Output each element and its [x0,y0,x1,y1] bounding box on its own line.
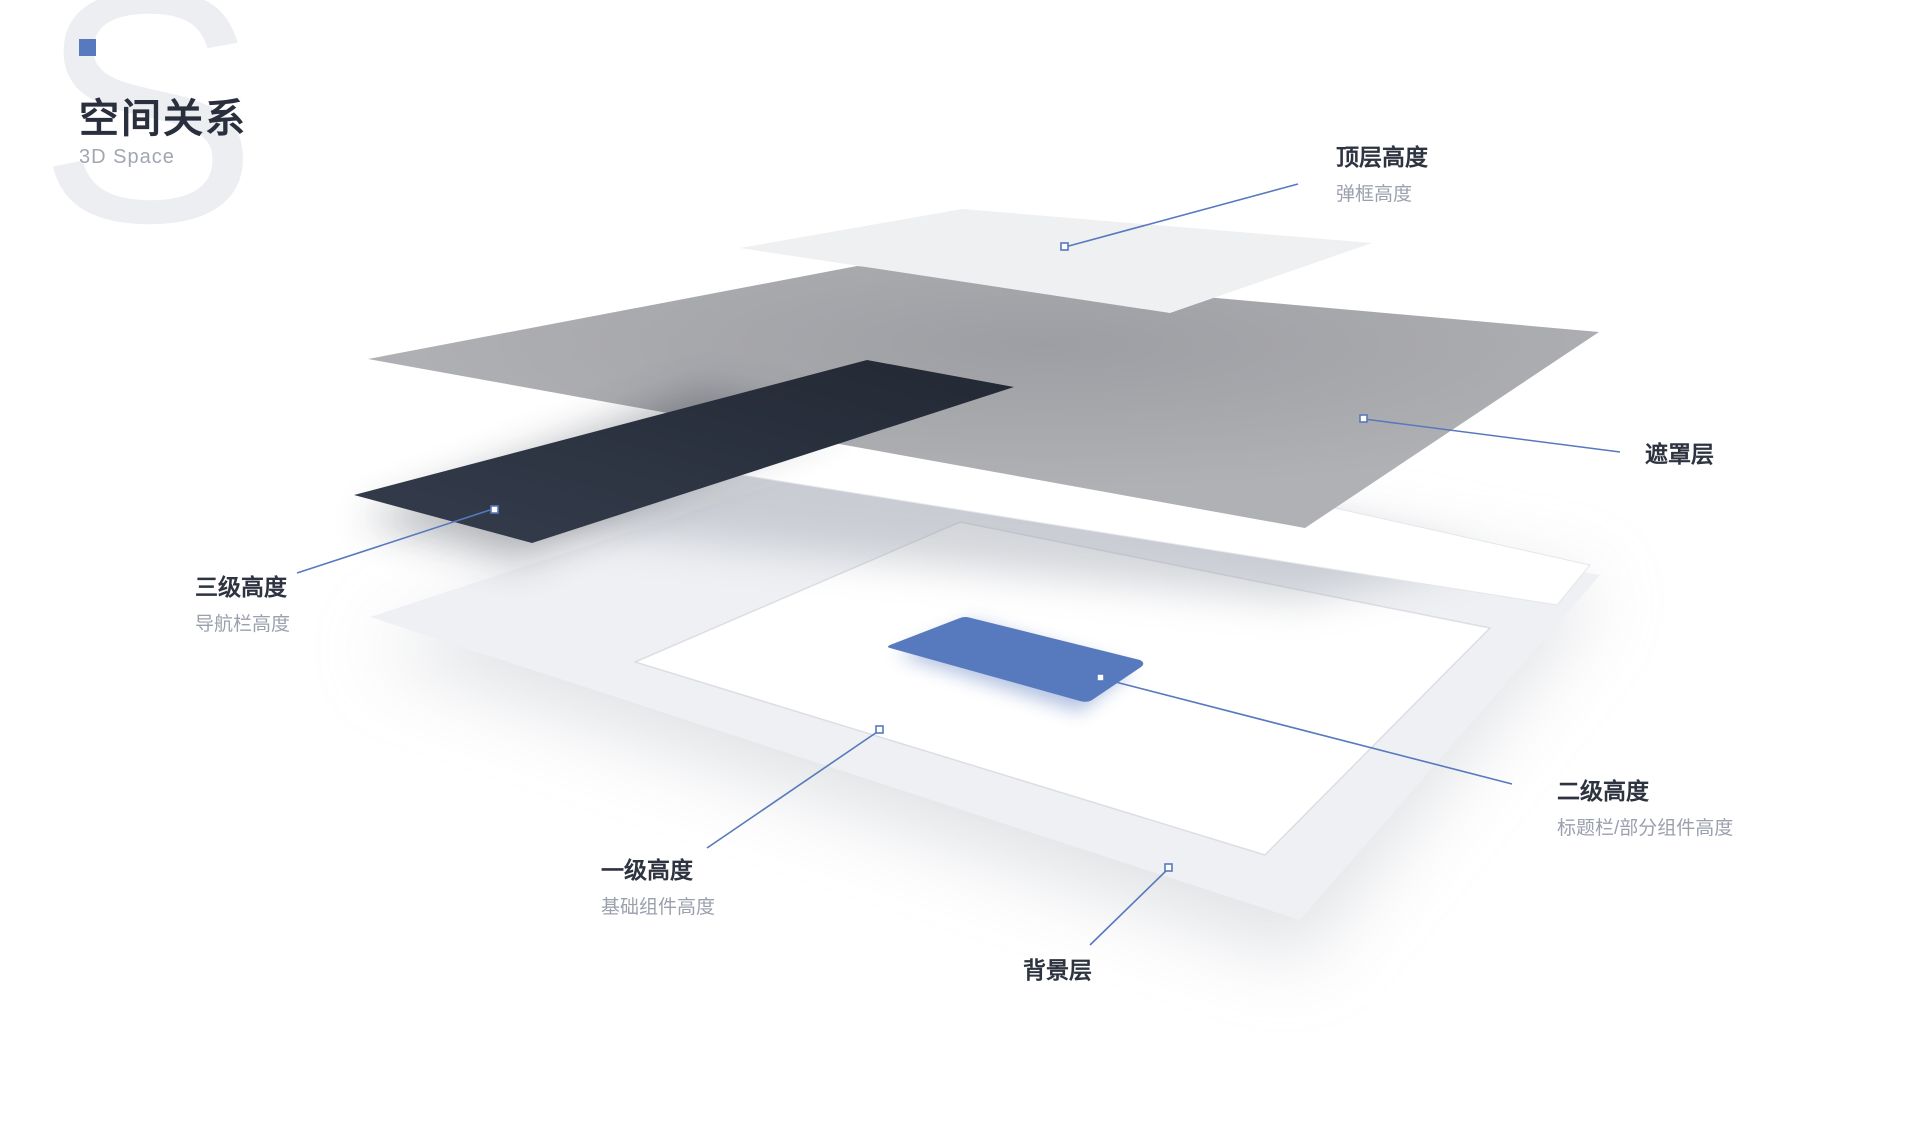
background-anchor [1164,863,1173,872]
label-second-level: 二级高度 标题栏/部分组件高度 [1557,778,1733,840]
label-top-layer: 顶层高度 弹框高度 [1336,144,1428,206]
anchor-points [490,242,1368,872]
label-mask-layer-title: 遮罩层 [1645,441,1714,467]
third-level-nav-layer [354,360,1014,560]
mask-layer-anchor [1359,414,1368,423]
second-level-card [888,617,1144,712]
label-third-level-title: 三级高度 [195,574,287,600]
label-background-layer-title: 背景层 [1023,957,1092,983]
label-mask-layer: 遮罩层 [1645,441,1714,469]
label-third-level-subtitle: 导航栏高度 [195,613,291,635]
page-subtitle: 3D Space [79,146,175,168]
second-level-anchor [1096,673,1105,682]
label-top-layer-title: 顶层高度 [1336,144,1428,170]
label-third-level: 三级高度 导航栏高度 [195,574,290,636]
top-layer [740,209,1372,313]
first-level-leader [706,729,881,849]
mask-layer-leader [1363,418,1621,453]
mask-layer [368,266,1599,528]
background-leader [1089,867,1170,946]
first-level-anchor [875,725,884,734]
label-first-level: 一级高度 基础组件高度 [601,857,715,919]
third-level-anchor [490,505,499,514]
third-level-leader [296,508,494,574]
top-layer-anchor [1060,242,1069,251]
page-title: 空间关系 [79,97,247,141]
header: S 空间关系 3D Space [0,0,320,272]
label-first-level-title: 一级高度 [601,857,693,883]
leader-lines [296,183,1621,946]
top-layer-leader [1064,183,1299,248]
label-background-layer: 背景层 [1023,957,1092,985]
label-second-level-subtitle: 标题栏/部分组件高度 [1557,817,1734,839]
label-second-level-title: 二级高度 [1557,778,1649,804]
background-letter: S [38,0,259,291]
label-top-layer-subtitle: 弹框高度 [1336,183,1413,205]
label-first-level-subtitle: 基础组件高度 [601,896,716,918]
accent-square [79,39,96,56]
second-level-leader [1099,677,1513,785]
